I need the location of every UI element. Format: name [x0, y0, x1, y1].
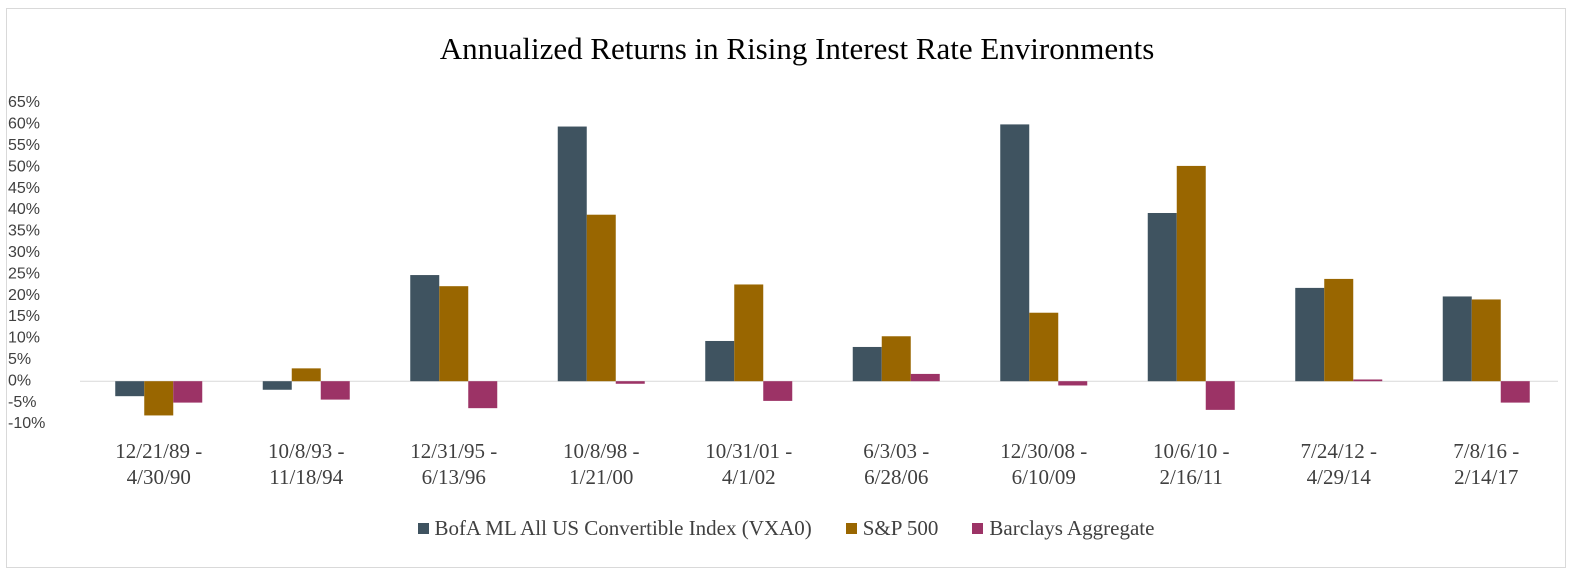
legend: BofA ML All US Convertible Index (VXA0) S…	[0, 516, 1572, 541]
bar	[1324, 278, 1354, 382]
bar	[468, 381, 498, 409]
bar	[320, 381, 350, 400]
y-tick-label: -5%	[8, 394, 36, 411]
bar	[1000, 124, 1030, 382]
x-tick-label: 12/30/08 - 6/10/09	[1000, 439, 1088, 489]
x-tick-label: 6/3/03 - 6/28/06	[863, 439, 930, 489]
bar	[115, 381, 145, 397]
legend-item: BofA ML All US Convertible Index (VXA0)	[417, 516, 812, 541]
y-tick-label: 45%	[8, 180, 40, 197]
y-tick-label: 5%	[8, 351, 31, 368]
x-tick-label: 12/21/89 - 4/30/90	[115, 439, 203, 489]
legend-swatch	[417, 523, 429, 534]
y-tick-label: 20%	[8, 287, 40, 304]
legend-swatch	[845, 523, 857, 534]
bar	[1353, 379, 1383, 382]
chart-title: Annualized Returns in Rising Interest Ra…	[440, 31, 1155, 66]
bar	[1442, 296, 1472, 382]
x-tick-label: 10/8/98 - 1/21/00	[563, 439, 640, 489]
y-tick-label: 15%	[8, 308, 40, 325]
legend-label: BofA ML All US Convertible Index (VXA0)	[434, 516, 812, 540]
x-tick-label: 10/8/93 - 11/18/94	[268, 439, 345, 489]
y-tick-label: 30%	[8, 244, 40, 261]
y-tick-label: 65%	[8, 94, 40, 111]
bar	[1029, 312, 1059, 382]
legend-label: Barclays Aggregate	[989, 516, 1155, 540]
bar	[439, 286, 469, 382]
bar	[1500, 381, 1530, 403]
bar	[173, 381, 203, 403]
bar	[1147, 212, 1177, 382]
bar	[1176, 165, 1206, 382]
legend-item: Barclays Aggregate	[972, 516, 1154, 541]
bar	[705, 340, 735, 382]
legend-label: S&P 500	[862, 516, 939, 540]
legend-swatch	[972, 523, 984, 534]
bar	[910, 373, 940, 382]
bar	[291, 368, 321, 382]
bar	[586, 214, 616, 382]
bar	[410, 275, 440, 382]
x-tick-label: 7/24/12 - 4/29/14	[1300, 439, 1377, 489]
y-tick-label: 35%	[8, 223, 40, 240]
y-tick-label: 60%	[8, 116, 40, 133]
bar	[852, 346, 882, 382]
bar	[144, 381, 174, 416]
bar	[557, 126, 587, 382]
bar	[262, 381, 292, 390]
bar	[1205, 381, 1235, 410]
bar	[881, 336, 911, 382]
y-tick-label: 55%	[8, 137, 40, 154]
bar	[1058, 381, 1088, 386]
y-tick-label: 40%	[8, 201, 40, 218]
x-tick-label: 10/6/10 - 2/16/11	[1153, 439, 1230, 489]
y-tick-label: -10%	[8, 415, 45, 432]
bar	[763, 381, 793, 401]
y-tick-label: 10%	[8, 330, 40, 347]
bar	[615, 381, 645, 384]
x-tick-label: 10/31/01 - 4/1/02	[705, 439, 793, 489]
bar	[1295, 287, 1325, 382]
y-tick-label: 0%	[8, 372, 31, 389]
y-tick-label: 50%	[8, 158, 40, 175]
bar	[734, 284, 764, 382]
x-tick-label: 7/8/16 - 2/14/17	[1453, 439, 1520, 489]
bar	[1471, 299, 1501, 382]
x-tick-label: 12/31/95 - 6/13/96	[410, 439, 498, 489]
y-tick-label: 25%	[8, 265, 40, 282]
legend-item: S&P 500	[845, 516, 939, 541]
